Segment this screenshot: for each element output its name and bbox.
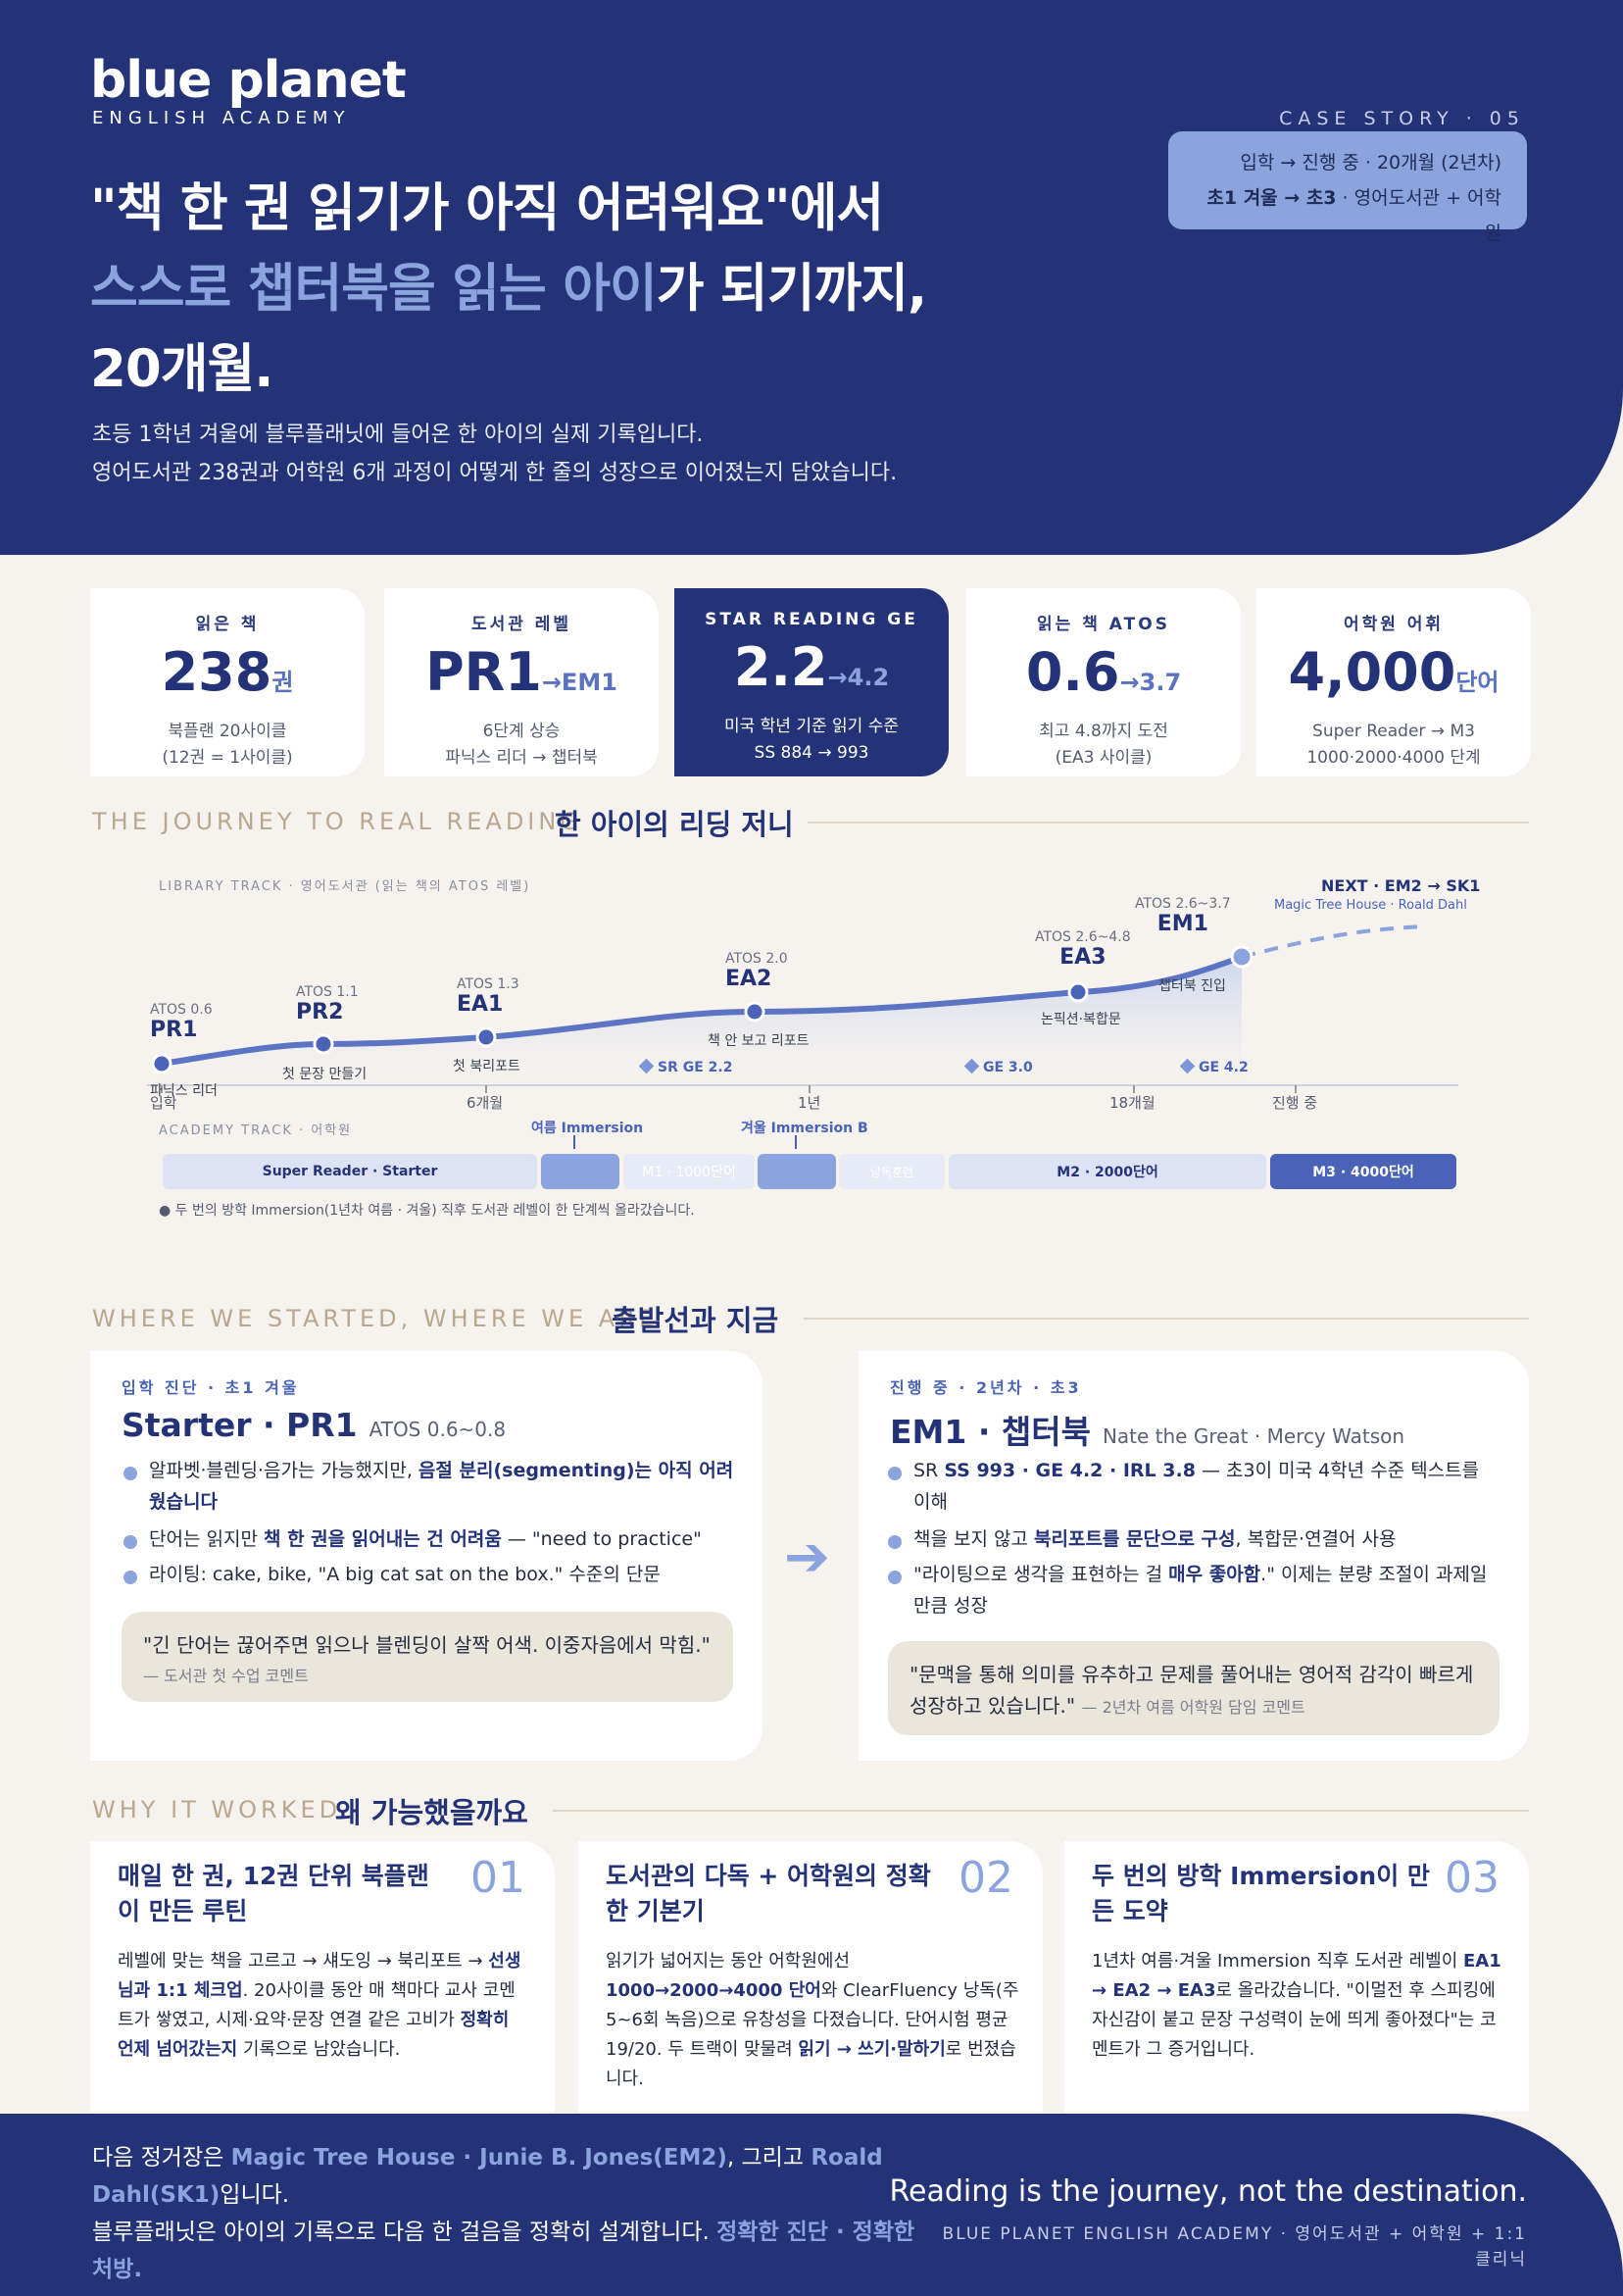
journey-footnote: ● 두 번의 방학 Immersion(1년차 여름 · 겨울) 직후 도서관 … <box>159 1203 695 1219</box>
journey-heading-en: THE JOURNEY TO REAL READING <box>92 808 582 835</box>
journey-line-chart <box>147 924 1458 1149</box>
course-bar-m1: M1 · 1000단어 <box>623 1154 755 1189</box>
diamond-icon <box>963 1058 980 1074</box>
hero-banner: blue planet ENGLISH ACADEMY CASE STORY ·… <box>0 0 1623 555</box>
now-bullet-3: "라이팅으로 생각을 표현하는 걸 매우 좋아함." 이제는 분량 조절이 과제… <box>888 1559 1501 1622</box>
course-bar-m2: M2 · 2000단어 <box>949 1154 1266 1189</box>
course-bar-winter-immersion <box>758 1154 836 1189</box>
milestone-dot-pr1 <box>151 1053 172 1074</box>
why-heading-en: WHY IT WORKED <box>92 1796 342 1823</box>
immersion-winter: 겨울 Immersion B <box>741 1121 868 1136</box>
tick-enroll: 입학 <box>150 1094 177 1112</box>
milestone-dot-em1 <box>1230 945 1254 969</box>
milestone-note-ea3: 논픽션·복합문 <box>1041 1012 1121 1027</box>
why-card-02: 도서관의 다독 + 어학원의 정확한 기본기 02 읽기가 넓어지는 동안 어학… <box>578 1841 1043 2112</box>
stat-card-library-level: 도서관 레벨 PR1→EM1 6단계 상승 파닉스 리더 → 챕터북 <box>384 588 659 776</box>
start-bullet-2: 단어는 읽지만 책 한 권을 읽어내는 건 어려움 — "need to pra… <box>123 1523 737 1555</box>
section-divider <box>808 822 1529 824</box>
stat-card-atos: 읽는 책 ATOS 0.6→3.7 최고 4.8까지 도전 (EA3 사이클) <box>966 588 1241 776</box>
course-bar-m3: M3 · 4000단어 <box>1270 1154 1456 1189</box>
milestone-pr1: ATOS 0.6 PR1 <box>150 1002 213 1042</box>
footer-quote: Reading is the journey, not the destinat… <box>889 2174 1527 2209</box>
now-bullet-1: SR SS 993 · GE 4.2 · IRL 3.8 — 초3이 미국 4학… <box>888 1455 1501 1518</box>
immersion-summer: 여름 Immersion <box>531 1121 644 1136</box>
compare-heading-en: WHERE WE STARTED, WHERE WE ARE <box>92 1305 659 1332</box>
tick-1-year: 1년 <box>798 1094 821 1112</box>
hero-title: "책 한 권 읽기가 아직 어려워요"에서 스스로 챕터북을 읽는 아이가 되기… <box>90 178 927 399</box>
case-story-label: CASE STORY · 05 <box>1279 108 1525 129</box>
section-divider <box>553 1810 1529 1812</box>
start-bullet-1: 알파벳·블렌딩·음가는 가능했지만, 음절 분리(segmenting)는 아직… <box>123 1455 737 1518</box>
stat-card-star-reading: STAR READING GE 2.2→4.2 미국 학년 기준 읽기 수준 SS… <box>674 588 949 776</box>
milestone-ea3: ATOS 2.6~4.8 EA3 <box>1035 929 1131 970</box>
stat-card-vocabulary: 어학원 어휘 4,000단어 Super Reader → M3 1000·200… <box>1256 588 1531 776</box>
milestone-ea2: ATOS 2.0 EA2 <box>725 951 788 991</box>
diamond-icon <box>1179 1058 1196 1074</box>
now-quote: "문맥을 통해 의미를 유추하고 문제를 풀어내는 영어적 감각이 빠르게 성장… <box>888 1641 1500 1735</box>
why-heading-ko: 왜 가능했을까요 <box>335 1796 528 1829</box>
arrow-right-icon: ➔ <box>784 1525 830 1589</box>
why-card-01: 매일 한 권, 12권 단위 북플랜이 만든 루틴 01 레벨에 맞는 책을 고… <box>90 1841 555 2112</box>
journey-area-fill <box>162 957 1242 1088</box>
case-summary-line2: 초1 겨울 → 초3 · 영어도서관 + 어학원 <box>1206 187 1501 244</box>
why-card-03: 두 번의 방학 Immersion이 만든 도약 03 1년차 여름·겨울 Im… <box>1064 1841 1529 2112</box>
case-summary-line1: 입학 → 진행 중 · 20개월 (2년차) <box>1240 152 1501 174</box>
footer-banner: 다음 정거장은 Magic Tree House · Junie B. Jone… <box>0 2114 1623 2296</box>
now-card: 진행 중 · 2년차 · 초3 EM1 · 챕터북 Nate the Great … <box>859 1351 1529 1761</box>
course-bar-super-reader: Super Reader · Starter <box>163 1154 537 1189</box>
footer-text: 다음 정거장은 Magic Tree House · Junie B. Jone… <box>92 2145 915 2282</box>
milestone-note-ea2: 책 안 보고 리포트 <box>708 1033 810 1049</box>
course-bar-summer-immersion <box>541 1154 619 1189</box>
milestone-note-pr1: 파닉스 리더 <box>150 1083 218 1099</box>
academy-track-label: ACADEMY TRACK · 어학원 <box>159 1123 353 1138</box>
journey-heading-ko: 한 아이의 리딩 저니 <box>555 808 794 841</box>
milestone-dot-ea2 <box>744 1001 765 1023</box>
case-summary-box: 입학 → 진행 중 · 20개월 (2년차) 초1 겨울 → 초3 · 영어도서… <box>1168 131 1527 244</box>
next-stop-title: NEXT · EM2 → SK1 <box>1321 876 1481 895</box>
diamond-icon <box>638 1058 655 1074</box>
start-card: 입학 진단 · 초1 겨울 Starter · PR1 ATOS 0.6~0.8 … <box>90 1351 762 1761</box>
next-stop-subtitle: Magic Tree House · Roald Dahl <box>1274 898 1467 913</box>
start-quote: "긴 단어는 끊어주면 읽으나 블렌딩이 살짝 어색. 이중자음에서 막힘." —… <box>122 1612 733 1702</box>
ge-mark-3-0: GE 3.0 <box>963 1058 1033 1075</box>
start-bullet-3: 라이팅: cake, bike, "A big cat sat on the b… <box>123 1559 737 1590</box>
footer-brand-line: BLUE PLANET ENGLISH ACADEMY · 영어도서관 + 어학… <box>942 2224 1527 2270</box>
milestone-dot-pr2 <box>313 1033 334 1055</box>
hero-description: 초등 1학년 겨울에 블루플래닛에 들어온 한 아이의 실제 기록입니다. 영어… <box>92 423 898 485</box>
brand-logo: blue planet <box>90 51 407 110</box>
section-divider <box>804 1318 1529 1320</box>
library-track-label: LIBRARY TRACK · 영어도서관 (읽는 책의 ATOS 레벨) <box>159 879 531 894</box>
milestone-note-em1: 챕터북 진입 <box>1158 978 1226 994</box>
journey-next-dashed-line <box>1241 924 1427 959</box>
milestone-dot-ea3 <box>1067 981 1089 1003</box>
compare-heading-ko: 출발선과 지금 <box>612 1304 779 1337</box>
ge-mark-4-2: GE 4.2 <box>1179 1058 1249 1075</box>
tick-in-progress: 진행 중 <box>1272 1094 1318 1112</box>
milestone-ea1: ATOS 1.3 EA1 <box>457 976 519 1017</box>
milestone-note-pr2: 첫 문장 만들기 <box>282 1067 368 1082</box>
milestone-dot-ea1 <box>475 1026 497 1048</box>
tick-6-months: 6개월 <box>467 1094 504 1112</box>
milestone-pr2: ATOS 1.1 PR2 <box>296 984 359 1024</box>
ge-mark-2-2: SR GE 2.2 <box>638 1058 732 1075</box>
course-bar-reading-aloud: 낭독훈련 <box>839 1154 945 1189</box>
now-bullet-2: 책을 보지 않고 북리포트를 문단으로 구성, 복합문·연결어 사용 <box>888 1523 1501 1555</box>
stat-card-books: 읽은 책 238권 북플랜 20사이클 (12권 = 1사이클) <box>90 588 365 776</box>
brand-subtitle: ENGLISH ACADEMY <box>92 108 351 128</box>
tick-18-months: 18개월 <box>1109 1094 1156 1112</box>
milestone-em1: ATOS 2.6~3.7 EM1 <box>1135 896 1231 936</box>
milestone-note-ea1: 첫 북리포트 <box>453 1059 520 1074</box>
